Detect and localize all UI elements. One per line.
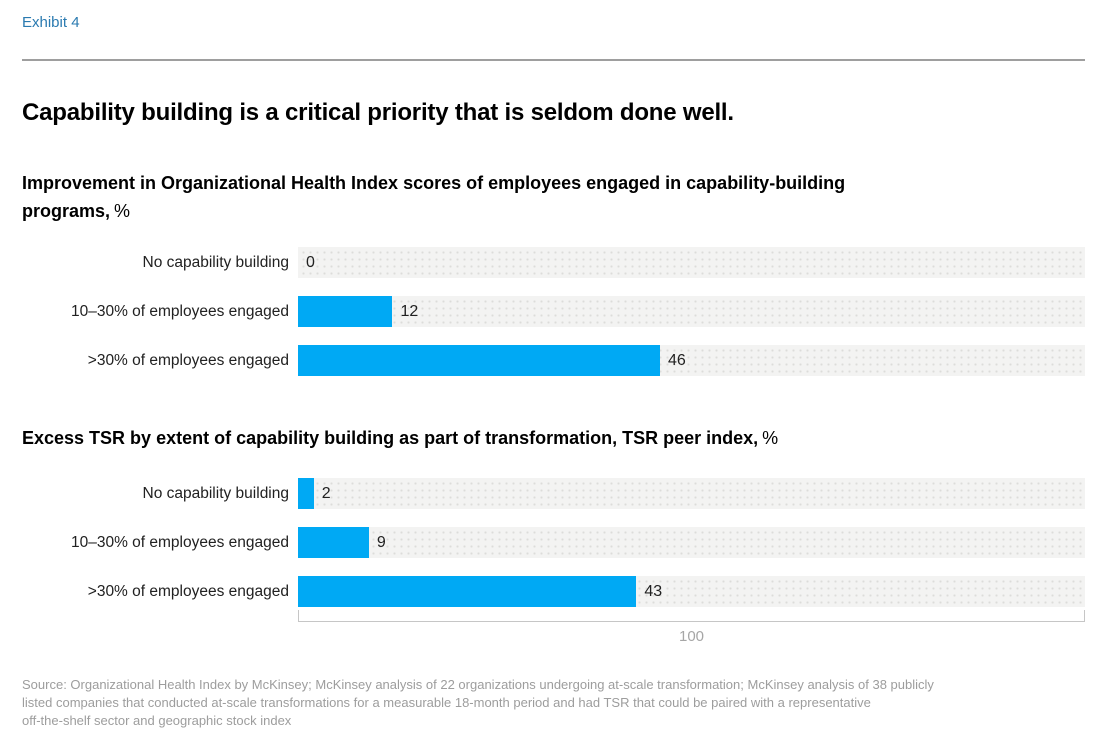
- category-label: 10–30% of employees engaged: [70, 302, 289, 320]
- value-label: 46: [668, 352, 686, 369]
- chart-1-heading-text: Improvement in Organizational Health Ind…: [22, 173, 846, 221]
- source-note: Source: Organizational Health Index by M…: [22, 677, 934, 728]
- bar: [298, 527, 369, 558]
- category-label: No capability building: [142, 484, 289, 502]
- chart-2-heading-unit: %: [762, 428, 779, 448]
- bar-track: 9: [298, 527, 1085, 558]
- bar-track: 0: [298, 247, 1085, 278]
- bar-track: 46: [298, 345, 1085, 376]
- chart-ohi-improvement: No capability building 0 10–30% of emplo…: [22, 247, 1085, 376]
- value-label: 43: [644, 583, 663, 600]
- bar: [298, 576, 637, 607]
- value-label: 12: [400, 303, 419, 320]
- bar-row: >30% of employees engaged 46: [22, 345, 1085, 376]
- bar-row: 10–30% of employees engaged 9: [22, 527, 1085, 558]
- chart-1-heading-unit: %: [114, 201, 131, 221]
- chart-1-heading: Improvement in Organizational Health Ind…: [22, 169, 1085, 225]
- category-label: >30% of employees engaged: [87, 351, 289, 369]
- chart-2-heading-text: Excess TSR by extent of capability build…: [22, 428, 759, 448]
- x-axis-max-label: 100: [678, 628, 705, 645]
- bar-track: 2: [298, 478, 1085, 509]
- bar: [298, 345, 661, 376]
- exhibit-label: Exhibit 4: [22, 14, 80, 31]
- bar: [298, 296, 393, 327]
- bar-row: >30% of employees engaged 43: [22, 576, 1085, 607]
- value-label: 2: [321, 485, 331, 502]
- value-label: 9: [376, 534, 386, 551]
- category-label: >30% of employees engaged: [87, 582, 289, 600]
- bar-row: No capability building 0: [22, 247, 1085, 278]
- bar-row: 10–30% of employees engaged 12: [22, 296, 1085, 327]
- x-axis-bracket: [298, 610, 1085, 622]
- top-divider: [22, 59, 1085, 61]
- chart-2-heading: Excess TSR by extent of capability build…: [22, 424, 1085, 452]
- category-label: No capability building: [142, 253, 289, 271]
- bar: [298, 478, 314, 509]
- page-title: Capability building is a critical priori…: [22, 99, 734, 126]
- bar-track: 12: [298, 296, 1085, 327]
- value-label: 0: [306, 254, 315, 271]
- bar-row: No capability building 2: [22, 478, 1085, 509]
- chart-excess-tsr: No capability building 2 10–30% of emplo…: [22, 478, 1085, 607]
- bar-track: 43: [298, 576, 1085, 607]
- category-label: 10–30% of employees engaged: [70, 533, 289, 551]
